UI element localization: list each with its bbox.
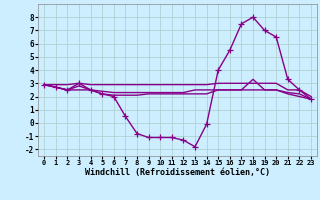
X-axis label: Windchill (Refroidissement éolien,°C): Windchill (Refroidissement éolien,°C) [85, 168, 270, 177]
